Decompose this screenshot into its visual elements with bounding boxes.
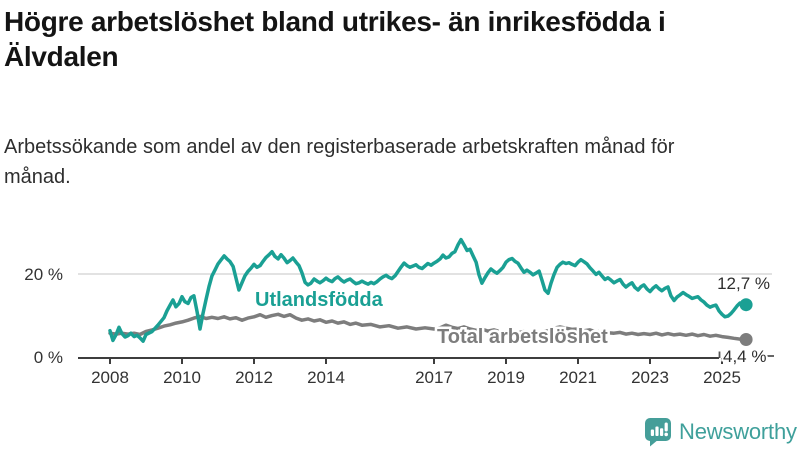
y-axis-label-20: 20 % — [24, 265, 63, 284]
utlandsfodda-series-label: Utlandsfödda — [255, 289, 384, 311]
x-axis-tick-label: 2023 — [631, 368, 669, 387]
x-axis-tick-label: 2008 — [91, 368, 129, 387]
x-axis-tick-label: 2017 — [415, 368, 453, 387]
total-arbetsloshet-line — [108, 312, 748, 342]
unemployment-line-chart: 20 % 0 % 2008 2010 2012 2014 2017 2019 2021 202… — [24, 237, 774, 387]
x-axis-tick-label: 2012 — [235, 368, 273, 387]
x-axis-tick-label: 2010 — [163, 368, 201, 387]
utlandsfodda-line — [108, 237, 748, 343]
total-arbetsloshet-end-dot — [739, 333, 753, 346]
bar-chart-speech-bubble-icon — [645, 418, 671, 447]
x-axis-tick-label: 2014 — [307, 368, 345, 387]
utlandsfodda-end-dot — [739, 298, 753, 312]
newsworthy-wordmark: Newsworthy — [679, 419, 797, 444]
total-arbetsloshet-end-value: 4,4 % — [723, 347, 766, 366]
x-axis-tick-label: 2019 — [487, 368, 525, 387]
x-axis-ticks: 2008 2010 2012 2014 2017 2019 2021 2023 2025 — [91, 358, 741, 387]
page-title: Högre arbetslöshet bland utrikes- än inr… — [4, 6, 666, 72]
x-axis-tick-label: 2025 — [703, 368, 741, 387]
utlandsfodda-end-value: 12,7 % — [717, 274, 770, 293]
chart-subtitle: Arbetssökande som andel av den registerb… — [4, 136, 675, 188]
newsworthy-logo: Newsworthy — [644, 417, 797, 447]
y-axis-label-0: 0 % — [34, 348, 63, 367]
total-arbetsloshet-series-label: Total arbetslöshet — [437, 326, 608, 348]
x-axis-tick-label: 2021 — [559, 368, 597, 387]
